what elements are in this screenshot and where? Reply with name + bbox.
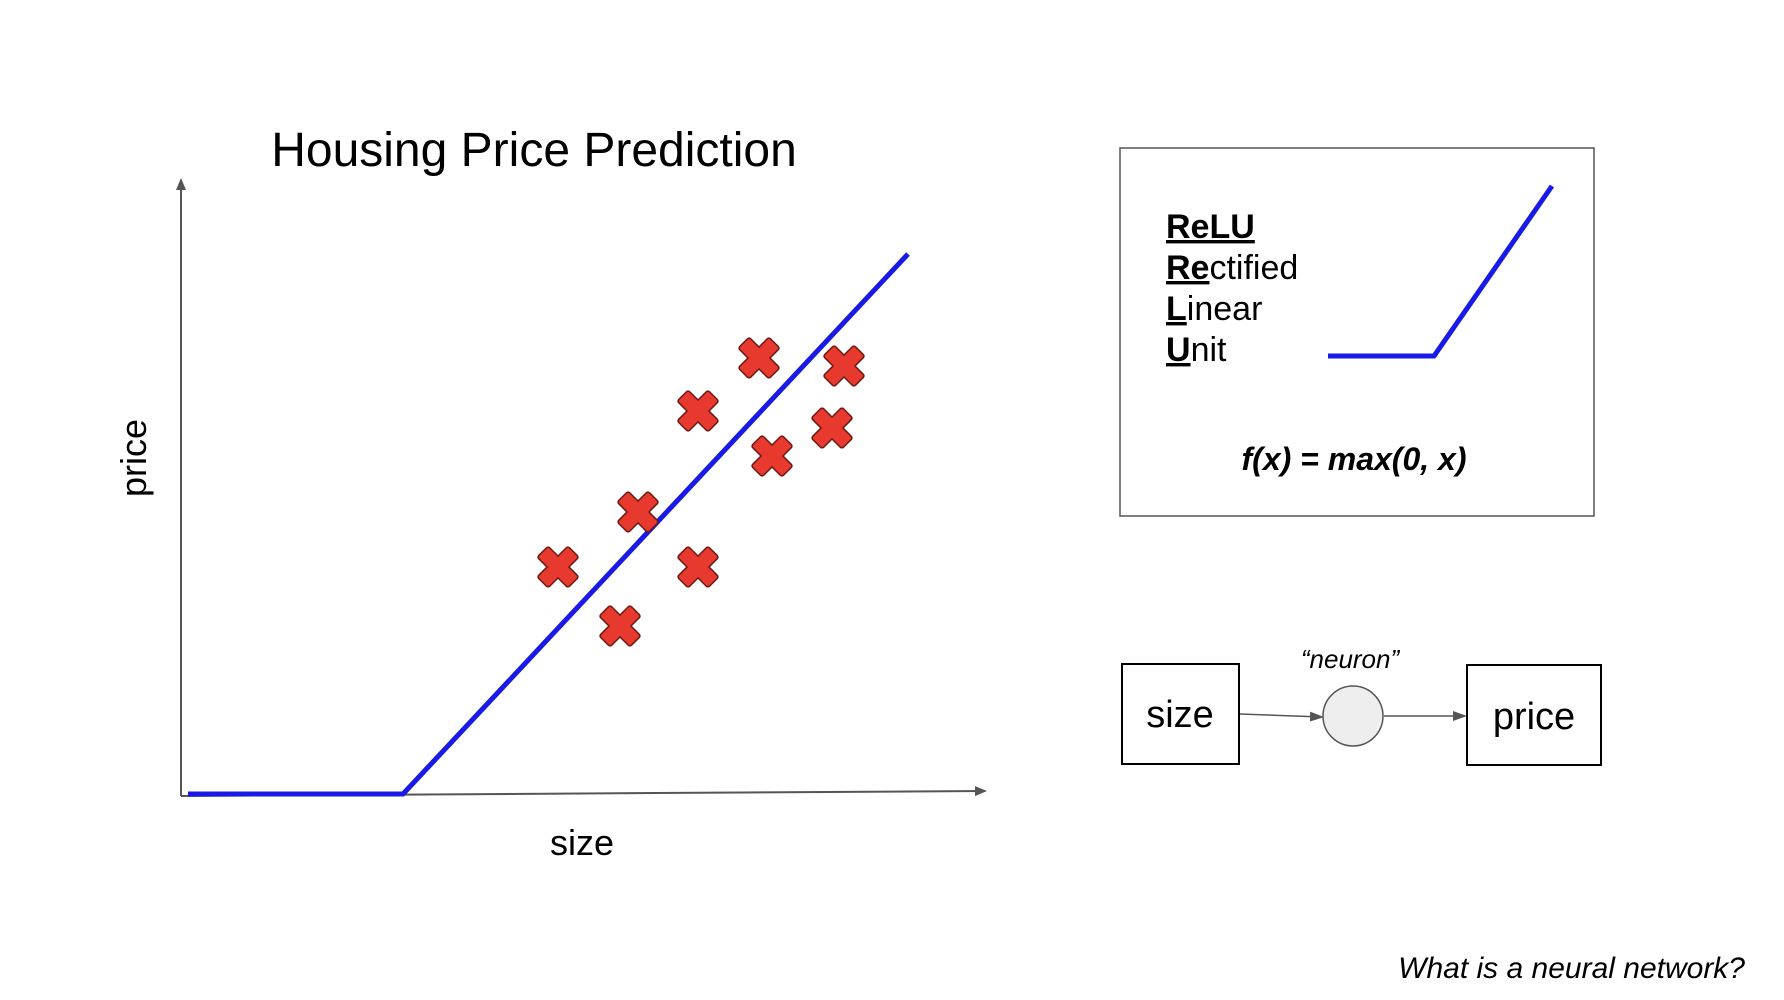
input-to-neuron-arrow <box>1239 711 1324 722</box>
relu-line-4-bold: U <box>1166 331 1191 369</box>
relu-box <box>1119 147 1595 517</box>
relu-line-4-rest: nit <box>1191 331 1227 369</box>
chart-title: Housing Price Prediction <box>271 124 797 177</box>
fit-line <box>188 252 910 797</box>
relu-line-1-bold: ReLU <box>1166 208 1255 246</box>
relu-line-1: ReLU <box>1166 208 1255 246</box>
data-point-x-mark <box>617 491 659 533</box>
relu-line-3: Linear <box>1166 290 1262 328</box>
relu-line-2: Rectified <box>1166 249 1298 287</box>
data-point-x-mark <box>677 390 719 432</box>
data-point-x-mark <box>823 345 865 387</box>
relu-graph-line <box>1328 184 1555 359</box>
input-size-box <box>1121 663 1240 765</box>
relu-line-2-rest: ctified <box>1209 249 1298 287</box>
footer-caption: What is a neural network? <box>1398 952 1745 985</box>
relu-line-4: Unit <box>1166 331 1227 369</box>
input-size-label: size <box>1146 694 1214 736</box>
x-axis-label: size <box>550 822 614 863</box>
neuron-circle <box>1322 685 1384 747</box>
relu-line-2-bold: Re <box>1166 249 1209 287</box>
output-price-box <box>1466 664 1602 766</box>
y-axis-label: price <box>113 419 154 497</box>
data-point-x-mark <box>537 546 579 588</box>
relu-formula: f(x) = max(0, x) <box>1242 441 1467 477</box>
data-point-x-mark <box>751 435 793 477</box>
neuron-label: “neuron” <box>1301 644 1401 674</box>
output-price-label: price <box>1493 696 1575 738</box>
relu-line-3-bold: L <box>1166 290 1187 328</box>
chart-plot-area <box>188 252 910 797</box>
data-point-x-mark <box>677 546 719 588</box>
data-point-x-mark <box>738 337 780 379</box>
relu-line-3-rest: inear <box>1187 290 1263 328</box>
data-point-x-mark <box>811 407 853 449</box>
data-point-x-mark <box>599 605 641 647</box>
